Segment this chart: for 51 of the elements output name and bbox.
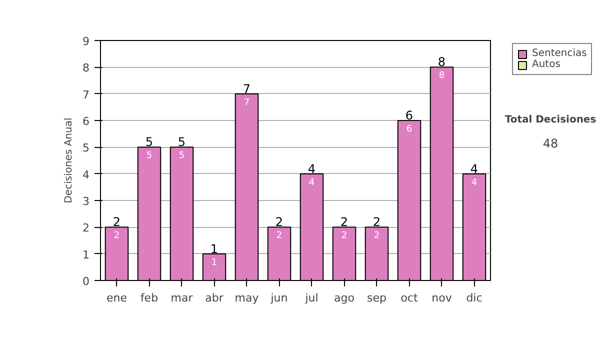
data-label: 7 xyxy=(244,98,250,108)
data-label: 6 xyxy=(406,124,412,134)
total-label: 8 xyxy=(438,55,446,70)
x-tick-label: may xyxy=(234,292,260,304)
data-label: 2 xyxy=(374,231,380,242)
data-label: 5 xyxy=(146,151,152,162)
legend-label: Sentencias xyxy=(532,48,587,59)
data-label: 2 xyxy=(276,231,282,242)
legend-label: Autos xyxy=(532,59,560,70)
text: 48 xyxy=(542,136,558,150)
total-label: 1 xyxy=(210,242,218,256)
y-tick-label: 6 xyxy=(82,115,90,128)
total-label: 5 xyxy=(178,135,186,150)
total-label: 2 xyxy=(340,215,348,230)
total-label: 6 xyxy=(405,108,414,122)
x-tick-label: dic xyxy=(466,292,482,304)
y-axis-title: Decisiones Anual xyxy=(64,118,74,204)
x-tick-label: ago xyxy=(334,292,355,304)
x-tick-label: oct xyxy=(400,292,418,304)
y-tick-label: 0 xyxy=(82,275,90,288)
data-label: 4 xyxy=(308,178,315,188)
y-tick-label: 5 xyxy=(82,142,90,155)
y-tick-label: 2 xyxy=(82,222,90,235)
y-tick-label: 7 xyxy=(82,88,90,102)
data-label: 1 xyxy=(211,258,218,268)
x-tick-label: ene xyxy=(106,292,128,304)
x-tick-label: jun xyxy=(270,292,288,304)
y-tick-label: 1 xyxy=(82,248,90,262)
y-tick-label: 9 xyxy=(82,35,90,48)
x-tick-label: feb xyxy=(140,292,158,304)
text: Total Decisiones xyxy=(504,114,596,126)
data-label: 5 xyxy=(178,151,185,162)
data-label: 2 xyxy=(341,231,348,242)
total-label: 2 xyxy=(372,215,381,230)
data-label: 4 xyxy=(471,178,478,188)
x-tick-label: jul xyxy=(304,292,318,304)
total-label: 5 xyxy=(145,135,154,150)
total-label: 2 xyxy=(275,215,284,230)
y-tick-label: 4 xyxy=(82,168,90,182)
data-label: 2 xyxy=(114,231,120,242)
x-tick-label: nov xyxy=(432,292,452,304)
data-label: 8 xyxy=(438,71,445,82)
x-tick-label: abr xyxy=(205,292,224,304)
total-label: 2 xyxy=(112,215,121,230)
total-label: 4 xyxy=(308,162,316,176)
y-tick-label: 8 xyxy=(82,62,90,75)
x-tick-label: sep xyxy=(367,292,387,304)
x-tick-label: mar xyxy=(170,292,194,304)
total-label: 7 xyxy=(242,82,251,96)
total-label: 4 xyxy=(470,162,478,176)
y-tick-label: 3 xyxy=(82,195,90,208)
